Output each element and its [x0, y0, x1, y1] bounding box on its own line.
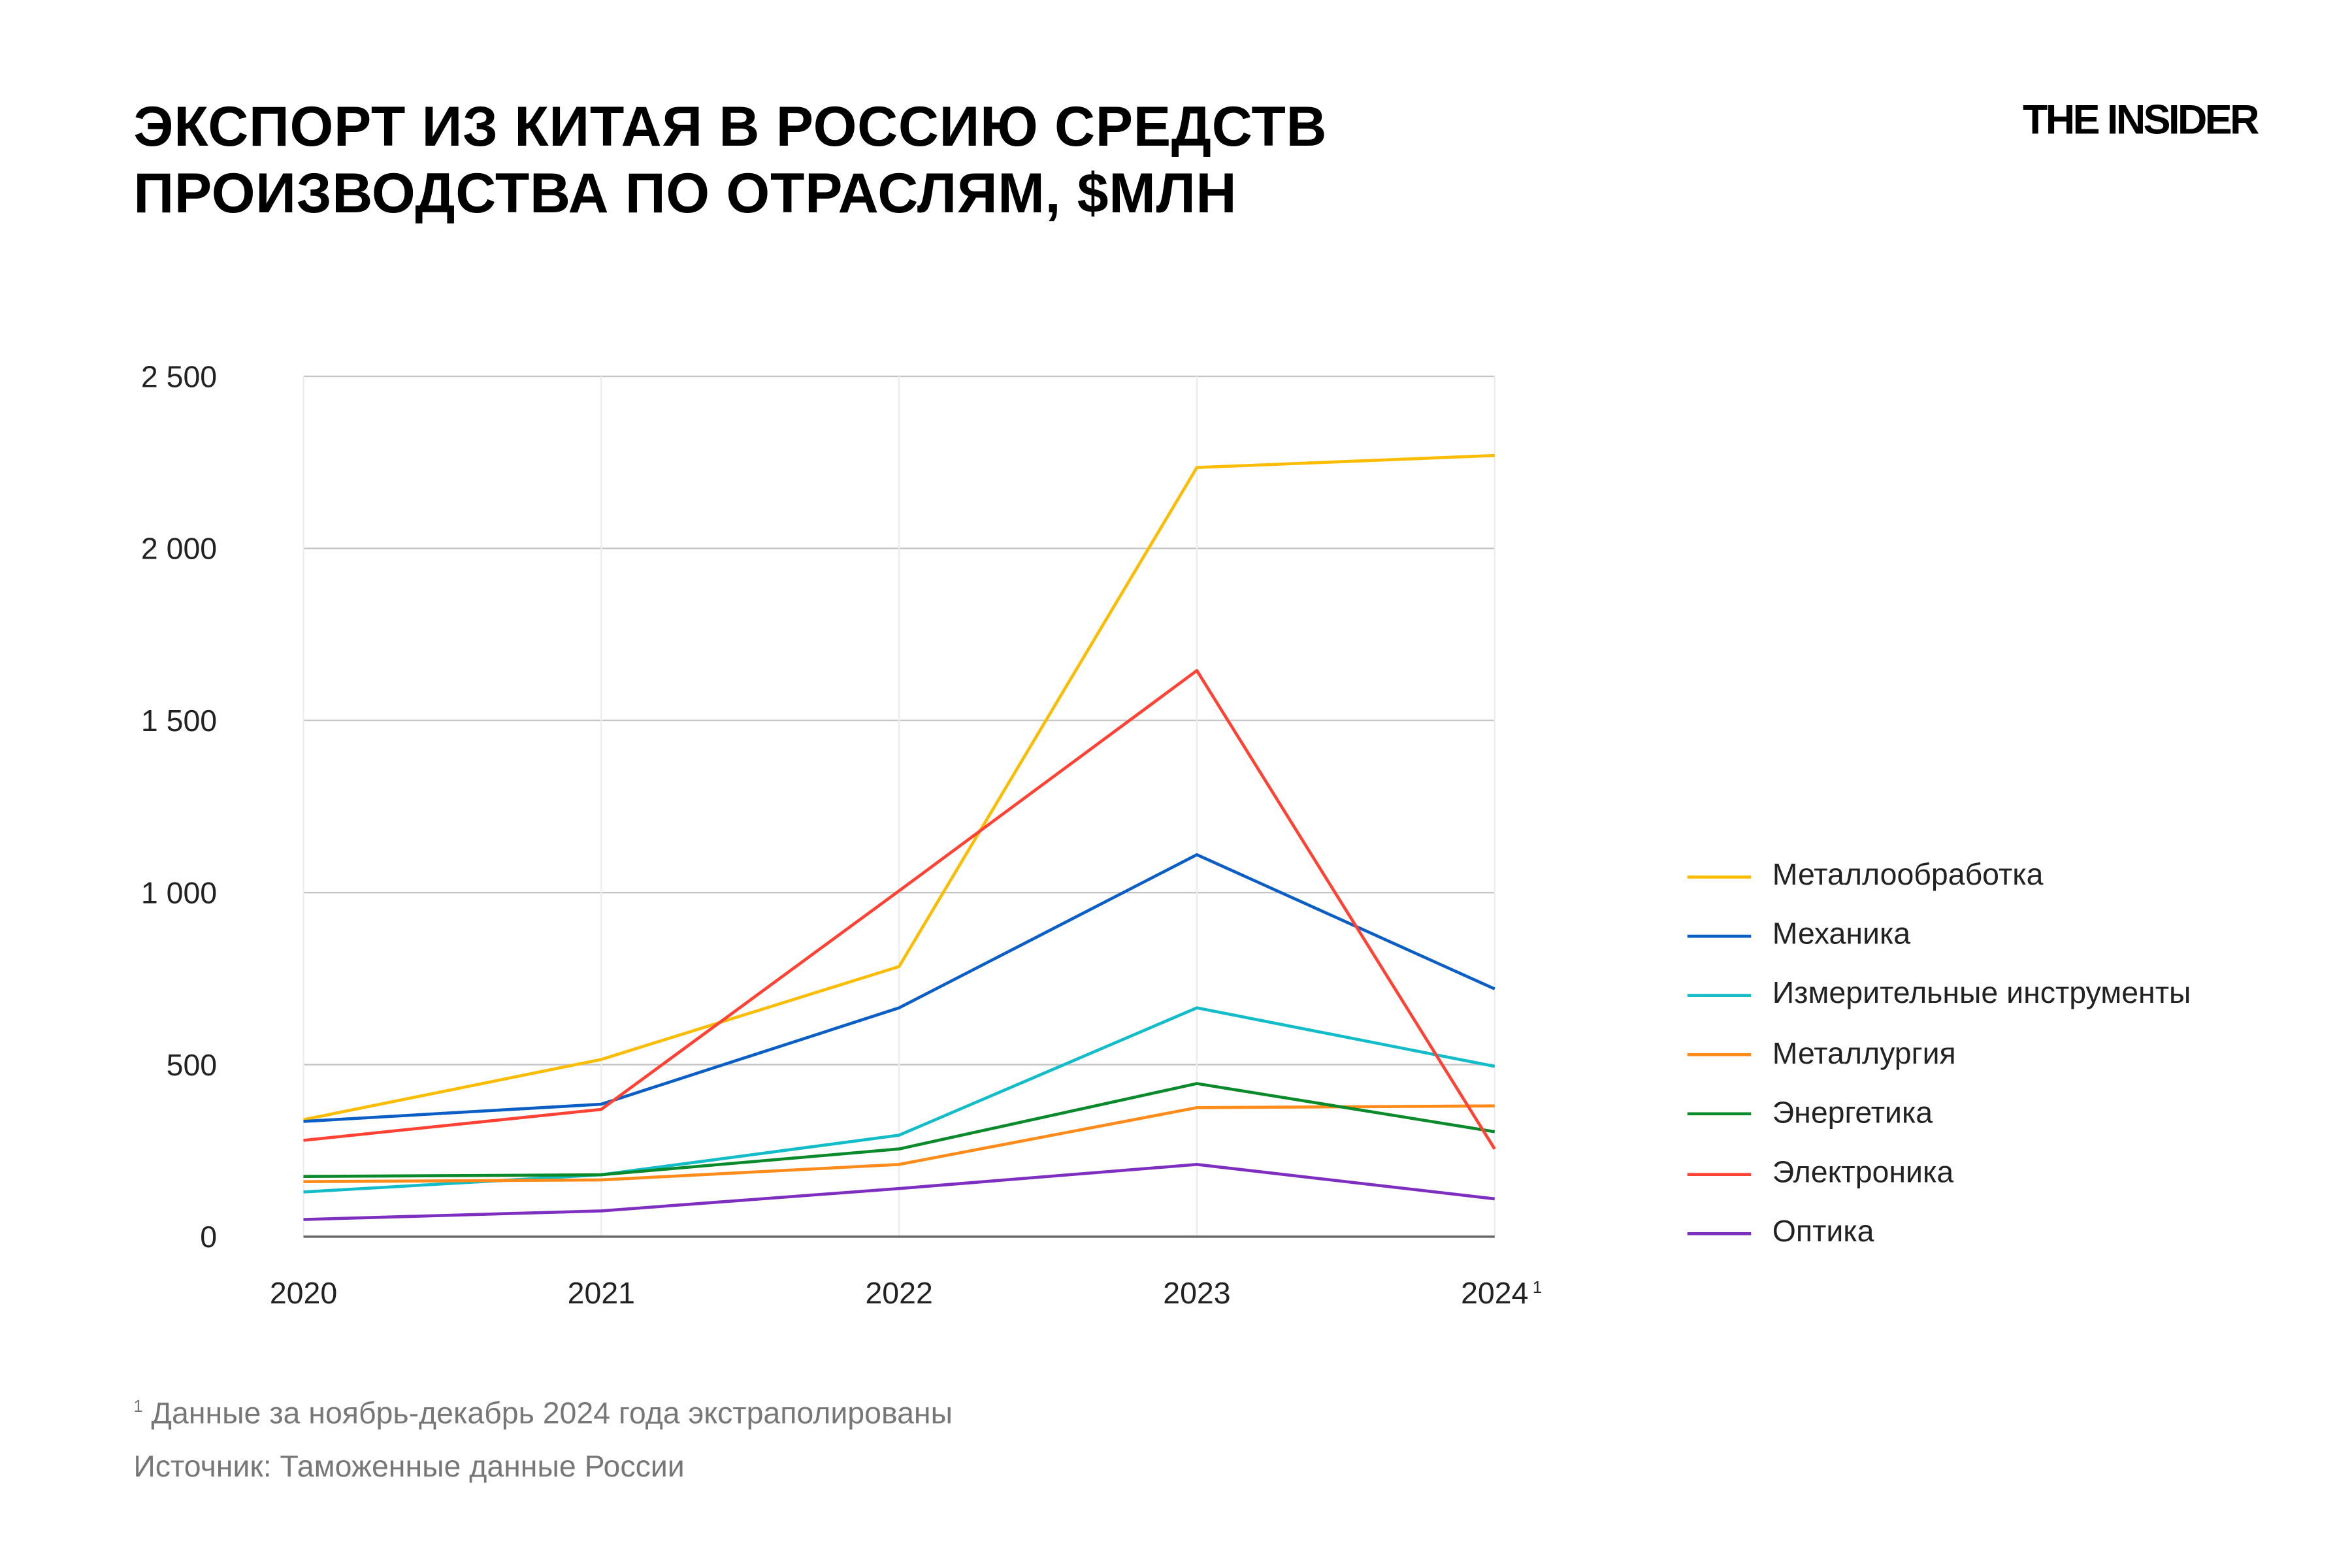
y-tick-label: 2 500 — [141, 359, 217, 393]
legend-item: Энергетика — [1687, 1085, 2191, 1144]
footnote-mark: 1 — [133, 1397, 143, 1416]
chart-title: ЭКСПОРТ ИЗ КИТАЯ В РОССИЮ СРЕДСТВ ПРОИЗВ… — [133, 94, 1327, 227]
legend-label: Электроника — [1772, 1156, 1954, 1190]
legend-label: Механика — [1772, 918, 1911, 952]
legend-swatch — [1687, 1172, 1752, 1175]
legend-swatch — [1687, 1113, 1752, 1116]
legend-swatch — [1687, 1053, 1752, 1056]
x-tick-label: 2020 — [270, 1276, 337, 1310]
legend-label: Металлургия — [1772, 1037, 1956, 1071]
legend-item: Оптика — [1687, 1203, 2191, 1263]
y-tick-label: 1 000 — [141, 875, 217, 909]
title-line-1: ЭКСПОРТ ИЗ КИТАЯ В РОССИЮ СРЕДСТВ — [133, 95, 1328, 158]
legend-label: Энергетика — [1772, 1096, 1933, 1130]
the-insider-logo: THE INSIDER — [2023, 97, 2259, 143]
source-note: Источник: Таможенные данные России — [133, 1450, 685, 1484]
legend-label: Оптика — [1772, 1215, 1874, 1250]
legend-item: Механика — [1687, 906, 2191, 966]
x-tick-label: 2024 — [1461, 1276, 1528, 1310]
legend-swatch — [1687, 875, 1752, 878]
legend-swatch — [1687, 994, 1752, 997]
y-tick-label: 1 500 — [141, 704, 217, 738]
x-tick-superscript: 1 — [1533, 1279, 1542, 1297]
y-tick-label: 0 — [200, 1220, 217, 1254]
legend-swatch — [1687, 1232, 1752, 1235]
legend-item: Металлообработка — [1687, 847, 2191, 906]
legend-item: Металлургия — [1687, 1025, 2191, 1085]
legend-item: Измерительные инструменты — [1687, 966, 2191, 1025]
x-tick-label: 2022 — [865, 1276, 932, 1310]
legend: Металлообработка Механика Измерительные ин… — [1687, 847, 2191, 1263]
legend-swatch — [1687, 934, 1752, 938]
y-tick-label: 500 — [167, 1048, 217, 1082]
y-tick-label: 2 000 — [141, 532, 217, 566]
x-tick-label: 2021 — [568, 1276, 635, 1310]
footnote-text: Данные за ноябрь-декабрь 2024 года экстр… — [151, 1397, 953, 1431]
legend-label: Металлообработка — [1772, 858, 2044, 892]
legend-label: Измерительные инструменты — [1772, 977, 2191, 1011]
title-line-2: ПРОИЗВОДСТВА ПО ОТРАСЛЯМ, $МЛН — [133, 162, 1237, 225]
legend-item: Электроника — [1687, 1144, 2191, 1203]
footnote: 1 Данные за ноябрь-декабрь 2024 года экс… — [133, 1397, 953, 1432]
x-tick-label: 2023 — [1163, 1276, 1230, 1310]
